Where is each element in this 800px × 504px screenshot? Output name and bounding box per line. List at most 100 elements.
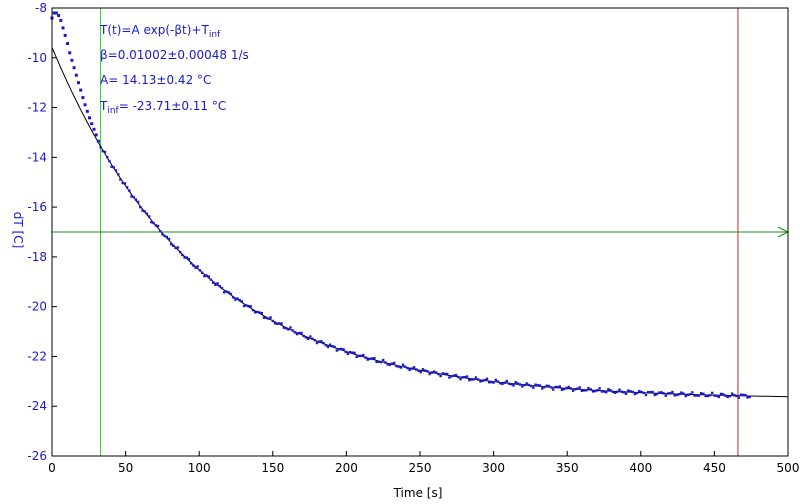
data-point — [547, 384, 550, 388]
data-point — [174, 246, 177, 250]
data-point — [298, 331, 301, 335]
data-point — [159, 230, 162, 233]
data-point — [514, 381, 517, 384]
data-point — [362, 353, 365, 357]
data-point — [366, 358, 369, 361]
data-point — [72, 66, 76, 70]
data-point — [596, 389, 599, 392]
data-point — [172, 244, 175, 247]
data-point — [276, 322, 279, 325]
data-point — [103, 150, 107, 154]
data-point — [231, 296, 235, 299]
data-point — [616, 390, 619, 393]
data-point — [624, 392, 628, 395]
data-point — [563, 387, 566, 391]
data-point — [399, 366, 403, 369]
data-point — [428, 372, 431, 376]
data-point — [421, 368, 425, 371]
data-point — [691, 391, 694, 394]
data-point — [291, 329, 294, 332]
data-point — [66, 42, 69, 45]
data-point — [207, 275, 210, 278]
data-point — [611, 390, 614, 393]
data-point — [183, 256, 186, 259]
data-point — [631, 390, 634, 394]
data-point — [582, 389, 586, 392]
data-point — [134, 198, 138, 201]
data-point — [529, 384, 533, 388]
y-tick-label: -10 — [27, 51, 47, 65]
data-point — [569, 387, 573, 390]
data-point — [218, 285, 221, 288]
data-point — [543, 386, 546, 389]
data-point — [79, 88, 83, 92]
data-point — [457, 375, 460, 379]
data-point — [479, 380, 482, 383]
data-point — [240, 300, 244, 303]
data-point — [463, 376, 467, 379]
data-point — [708, 394, 712, 397]
data-point — [242, 304, 246, 308]
x-tick-label: 200 — [335, 461, 358, 475]
data-point — [580, 389, 584, 392]
data-point — [432, 370, 436, 373]
data-point — [521, 385, 524, 388]
data-point — [209, 278, 213, 281]
data-point — [454, 373, 458, 377]
data-point — [554, 385, 557, 389]
y-tick-label: -24 — [27, 399, 47, 413]
data-point — [227, 291, 230, 294]
data-point — [472, 378, 475, 381]
x-tick-label: 100 — [188, 461, 211, 475]
data-point — [647, 390, 650, 394]
data-point — [415, 368, 418, 371]
data-point — [638, 389, 641, 393]
data-point — [54, 11, 58, 15]
data-point — [730, 392, 734, 395]
data-point — [344, 350, 347, 354]
data-point — [746, 396, 749, 399]
data-point — [713, 394, 716, 397]
data-point — [728, 395, 732, 398]
data-point — [404, 365, 407, 368]
x-tick-label: 250 — [409, 461, 432, 475]
data-point — [488, 381, 491, 384]
data-point — [715, 394, 718, 397]
data-point — [439, 374, 442, 378]
data-point — [523, 383, 526, 387]
data-point — [499, 382, 502, 385]
annotation-beta: β=0.01002±0.00048 1/s — [100, 48, 249, 62]
data-point — [212, 281, 215, 284]
data-point — [143, 210, 146, 213]
data-point — [163, 234, 166, 238]
data-point — [503, 381, 506, 384]
data-point — [408, 368, 411, 371]
data-point — [322, 342, 325, 345]
data-point — [205, 274, 208, 277]
data-point — [393, 361, 396, 365]
data-point — [744, 394, 747, 397]
data-point — [609, 389, 612, 392]
data-point — [359, 354, 363, 358]
data-point — [492, 381, 495, 384]
data-point — [83, 103, 87, 107]
data-point — [565, 386, 568, 390]
data-point — [234, 298, 237, 301]
data-point — [203, 275, 206, 278]
data-point — [669, 392, 672, 395]
data-point — [368, 357, 372, 361]
x-tick-label: 150 — [261, 461, 284, 475]
data-point — [145, 212, 149, 215]
data-point — [717, 395, 720, 399]
data-point — [702, 392, 705, 396]
data-point — [532, 386, 535, 389]
data-point — [686, 393, 690, 396]
data-point — [300, 331, 303, 335]
data-point — [351, 351, 354, 354]
data-point — [671, 390, 674, 394]
data-point — [70, 58, 74, 62]
data-point — [114, 169, 118, 172]
data-point — [331, 345, 334, 348]
data-point — [649, 391, 652, 394]
